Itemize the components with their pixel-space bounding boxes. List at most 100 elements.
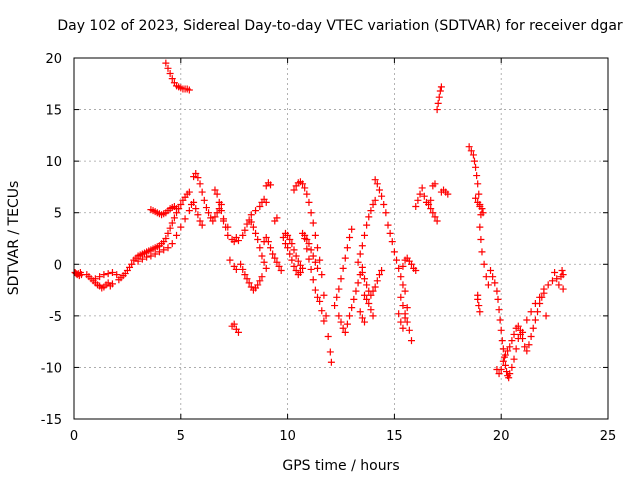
data-point xyxy=(301,231,309,239)
data-point xyxy=(337,275,345,283)
data-point xyxy=(407,337,415,345)
data-point xyxy=(475,302,483,310)
data-point xyxy=(544,281,552,289)
data-point xyxy=(373,277,381,285)
data-point xyxy=(497,326,505,334)
data-point xyxy=(559,271,567,279)
data-point xyxy=(407,260,415,268)
data-point xyxy=(299,180,307,188)
data-point xyxy=(484,281,492,289)
data-point xyxy=(380,200,388,208)
data-point xyxy=(284,244,292,252)
data-point xyxy=(476,200,484,208)
data-point xyxy=(181,215,189,223)
data-point xyxy=(190,198,198,206)
data-point xyxy=(397,293,405,301)
data-point xyxy=(527,332,535,340)
data-point xyxy=(305,255,313,263)
data-point xyxy=(258,252,266,260)
data-point xyxy=(155,248,163,256)
data-point xyxy=(166,224,174,232)
data-point xyxy=(401,314,409,322)
data-point xyxy=(262,264,270,272)
data-point xyxy=(324,332,332,340)
data-point xyxy=(305,240,313,248)
data-point xyxy=(420,192,428,200)
data-point xyxy=(288,240,296,248)
data-point xyxy=(487,266,495,274)
data-point xyxy=(200,196,208,204)
data-point xyxy=(241,271,249,279)
data-point xyxy=(290,262,298,270)
data-point xyxy=(363,281,371,289)
data-point xyxy=(425,200,433,208)
data-point xyxy=(162,235,170,242)
data-point xyxy=(395,310,403,318)
data-point xyxy=(211,213,219,221)
data-point xyxy=(472,194,480,202)
data-point xyxy=(327,358,335,366)
data-point xyxy=(358,242,366,250)
data-point xyxy=(234,328,242,336)
data-point xyxy=(434,99,442,107)
data-point xyxy=(309,252,317,260)
x-axis-label: GPS time / hours xyxy=(282,458,399,474)
data-point xyxy=(307,246,315,254)
data-point xyxy=(258,273,266,281)
data-point xyxy=(501,361,509,369)
data-point xyxy=(335,285,343,293)
data-point xyxy=(192,205,200,213)
data-point xyxy=(303,245,311,253)
data-point xyxy=(299,264,307,272)
data-point xyxy=(399,324,407,332)
data-point xyxy=(433,106,441,114)
data-point xyxy=(311,231,319,239)
data-point xyxy=(476,223,484,231)
data-point xyxy=(431,180,439,188)
data-point xyxy=(397,273,405,281)
data-point xyxy=(534,308,542,316)
data-point xyxy=(499,357,507,365)
data-point xyxy=(343,244,351,252)
data-point xyxy=(307,265,315,273)
data-point xyxy=(185,207,193,215)
data-point xyxy=(143,253,151,261)
data-point xyxy=(498,337,506,345)
data-point xyxy=(384,221,392,229)
data-point xyxy=(301,184,309,192)
data-point xyxy=(506,370,514,378)
data-point xyxy=(558,266,566,274)
data-point xyxy=(346,233,354,241)
data-point xyxy=(264,238,272,246)
data-point xyxy=(160,246,168,254)
data-point xyxy=(365,213,373,221)
data-point xyxy=(267,244,275,252)
data-point xyxy=(113,271,121,279)
data-point xyxy=(412,203,420,211)
data-point xyxy=(405,326,413,334)
data-point xyxy=(322,312,330,320)
data-point xyxy=(91,275,99,283)
data-point xyxy=(279,233,287,241)
data-point xyxy=(241,226,249,234)
data-point xyxy=(220,217,228,225)
data-point xyxy=(164,244,172,252)
data-point xyxy=(185,188,193,196)
data-point xyxy=(393,256,401,264)
y-tick-label: 15 xyxy=(45,104,62,119)
data-point xyxy=(496,316,504,324)
data-point xyxy=(477,236,485,244)
data-point xyxy=(209,217,217,225)
data-point xyxy=(224,223,232,231)
data-point xyxy=(243,275,251,283)
data-point xyxy=(360,318,368,326)
data-point xyxy=(286,250,294,258)
data-point xyxy=(367,207,375,215)
data-point xyxy=(230,238,238,246)
data-point xyxy=(437,83,445,91)
data-point xyxy=(350,295,358,303)
x-tick-label: 5 xyxy=(177,429,185,444)
data-point xyxy=(224,231,232,239)
data-point xyxy=(386,229,394,237)
data-point xyxy=(403,318,411,326)
